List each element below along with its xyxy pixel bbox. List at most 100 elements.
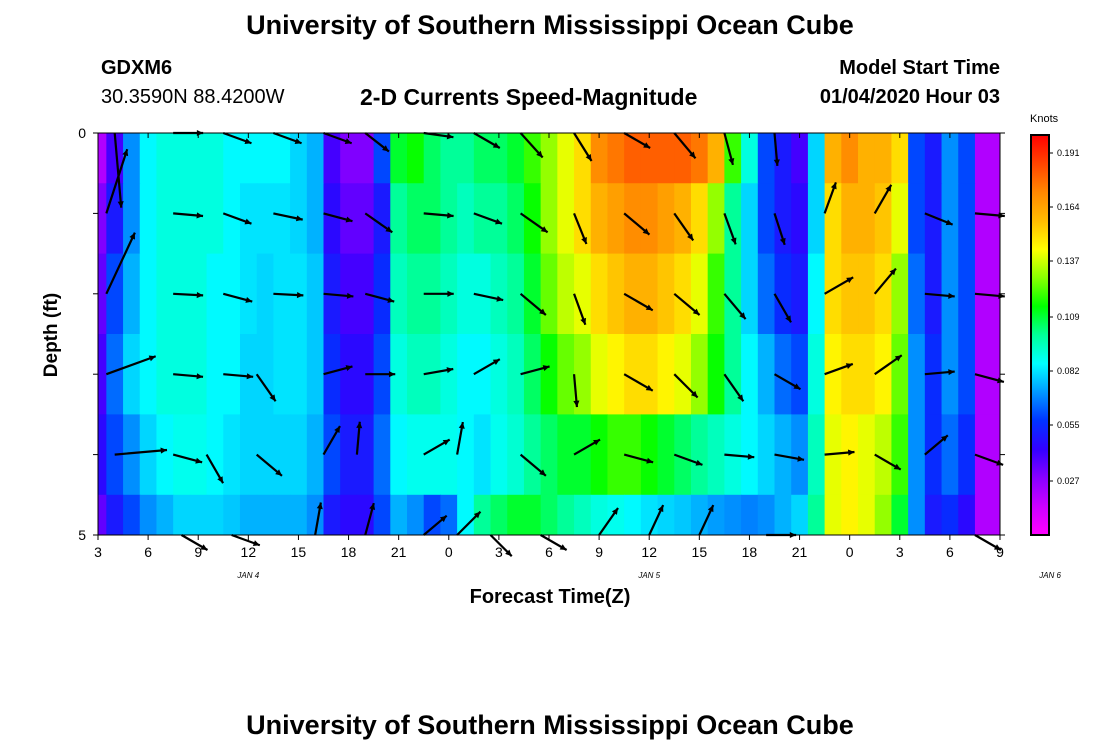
heatmap-cell <box>98 183 107 255</box>
heatmap-cell <box>741 183 759 255</box>
heatmap-cell <box>640 183 659 255</box>
heatmap-cell <box>423 414 442 496</box>
current-arrow <box>774 453 805 462</box>
current-arrow <box>322 425 341 456</box>
x-tick-label: 6 <box>144 544 152 560</box>
heatmap-cell <box>924 133 943 184</box>
heatmap-cell <box>624 133 642 184</box>
heatmap-cell <box>891 334 909 415</box>
current-arrow <box>365 371 396 378</box>
heatmap-cell <box>223 414 241 496</box>
current-arrow <box>723 373 745 402</box>
page-title: University of Southern Mississippi Ocean… <box>246 10 854 40</box>
day-label: JAN 5 <box>637 571 660 580</box>
heatmap-cell <box>523 133 542 184</box>
model-start-label: Model Start Time <box>839 57 1000 79</box>
heatmap-cell <box>657 414 675 496</box>
heatmap-cell <box>958 183 976 255</box>
heatmap-cell <box>690 183 709 255</box>
heatmap-cell <box>858 494 876 535</box>
heatmap-cell <box>841 414 859 496</box>
heatmap-cell <box>473 494 492 535</box>
heatmap-cell <box>440 133 458 184</box>
current-arrow <box>519 453 547 477</box>
heatmap-cell <box>908 334 926 415</box>
heatmap-cell <box>958 253 976 335</box>
heatmap-cell <box>791 334 809 415</box>
heatmap-cell <box>189 183 208 255</box>
heatmap-cell <box>340 494 358 535</box>
heatmap-cell <box>958 414 976 496</box>
heatmap-cell <box>774 414 792 496</box>
heatmap-cell <box>874 334 893 415</box>
x-tick-label: 12 <box>241 544 257 560</box>
heatmap-cell <box>123 253 141 335</box>
day-label: JAN 4 <box>236 571 259 580</box>
heatmap-cell <box>874 183 893 255</box>
current-arrow <box>105 148 129 214</box>
heatmap-cell <box>674 253 692 335</box>
heatmap-cell <box>757 334 776 415</box>
current-arrow <box>222 292 253 303</box>
heatmap-cell <box>807 414 826 496</box>
heatmap-cell <box>974 334 993 415</box>
current-arrow <box>540 534 568 551</box>
heatmap-cell <box>256 253 274 335</box>
heatmap-cell <box>256 494 274 535</box>
model-start-value: 01/04/2020 Hour 03 <box>819 86 1000 108</box>
current-arrow <box>623 373 654 392</box>
heatmap-cell <box>256 133 274 184</box>
heatmap-cell <box>640 494 659 535</box>
heatmap-cell <box>239 133 258 184</box>
current-arrow <box>364 502 376 536</box>
heatmap-cell <box>306 414 325 496</box>
heatmap-cell <box>874 133 893 184</box>
heatmap-cell <box>991 334 1000 415</box>
heatmap-cell <box>523 334 542 415</box>
heatmap-cell <box>390 253 408 335</box>
heatmap-cell <box>757 253 776 335</box>
heatmap-cell <box>457 183 475 255</box>
heatmap-cell <box>724 334 742 415</box>
heatmap-cell <box>807 133 826 184</box>
heatmap-cell <box>390 133 408 184</box>
colorbar-tick-label: 0.164 <box>1057 202 1080 212</box>
heatmap-cell <box>707 183 725 255</box>
heatmap-cell <box>407 494 425 535</box>
heatmap-cell <box>657 253 675 335</box>
heatmap-cell <box>98 133 107 184</box>
current-arrow <box>823 182 837 214</box>
heatmap-cell <box>624 183 642 255</box>
heatmap-cell <box>373 133 391 184</box>
y-axis: 05 <box>78 125 1005 543</box>
current-arrow <box>489 534 513 557</box>
heatmap-cell <box>273 334 291 415</box>
current-arrow <box>105 355 157 376</box>
heatmap-cell <box>557 414 575 496</box>
heatmap-cell <box>941 414 959 496</box>
heatmap-cell <box>390 183 408 255</box>
heatmap-cell <box>390 414 408 496</box>
current-arrow <box>173 373 204 380</box>
heatmap-cell <box>557 494 575 535</box>
heatmap-cell <box>290 494 308 535</box>
heatmap-cell <box>123 414 141 496</box>
x-tick-label: 9 <box>194 544 202 560</box>
footer-title: University of Southern Mississippi Ocean… <box>246 710 854 740</box>
heatmap-cell <box>323 494 341 535</box>
heatmap-cell <box>724 494 742 535</box>
colorbar-tick-label: 0.027 <box>1057 476 1080 486</box>
heatmap-cell <box>607 334 625 415</box>
heatmap-cell <box>507 334 525 415</box>
heatmap-cell <box>540 414 558 496</box>
heatmap-cell <box>457 133 475 184</box>
current-arrow <box>231 533 261 547</box>
heatmap-cell <box>707 334 725 415</box>
current-arrow <box>423 367 454 376</box>
colorbar-bar <box>1030 134 1050 536</box>
current-arrow <box>473 132 501 149</box>
heatmap-cell <box>640 133 659 184</box>
colorbar: 0.191 0.164 0.137 0.109 0.082 0.055 0.027 <box>1030 134 1080 536</box>
current-arrow <box>623 212 651 236</box>
heatmap-cell <box>557 334 575 415</box>
